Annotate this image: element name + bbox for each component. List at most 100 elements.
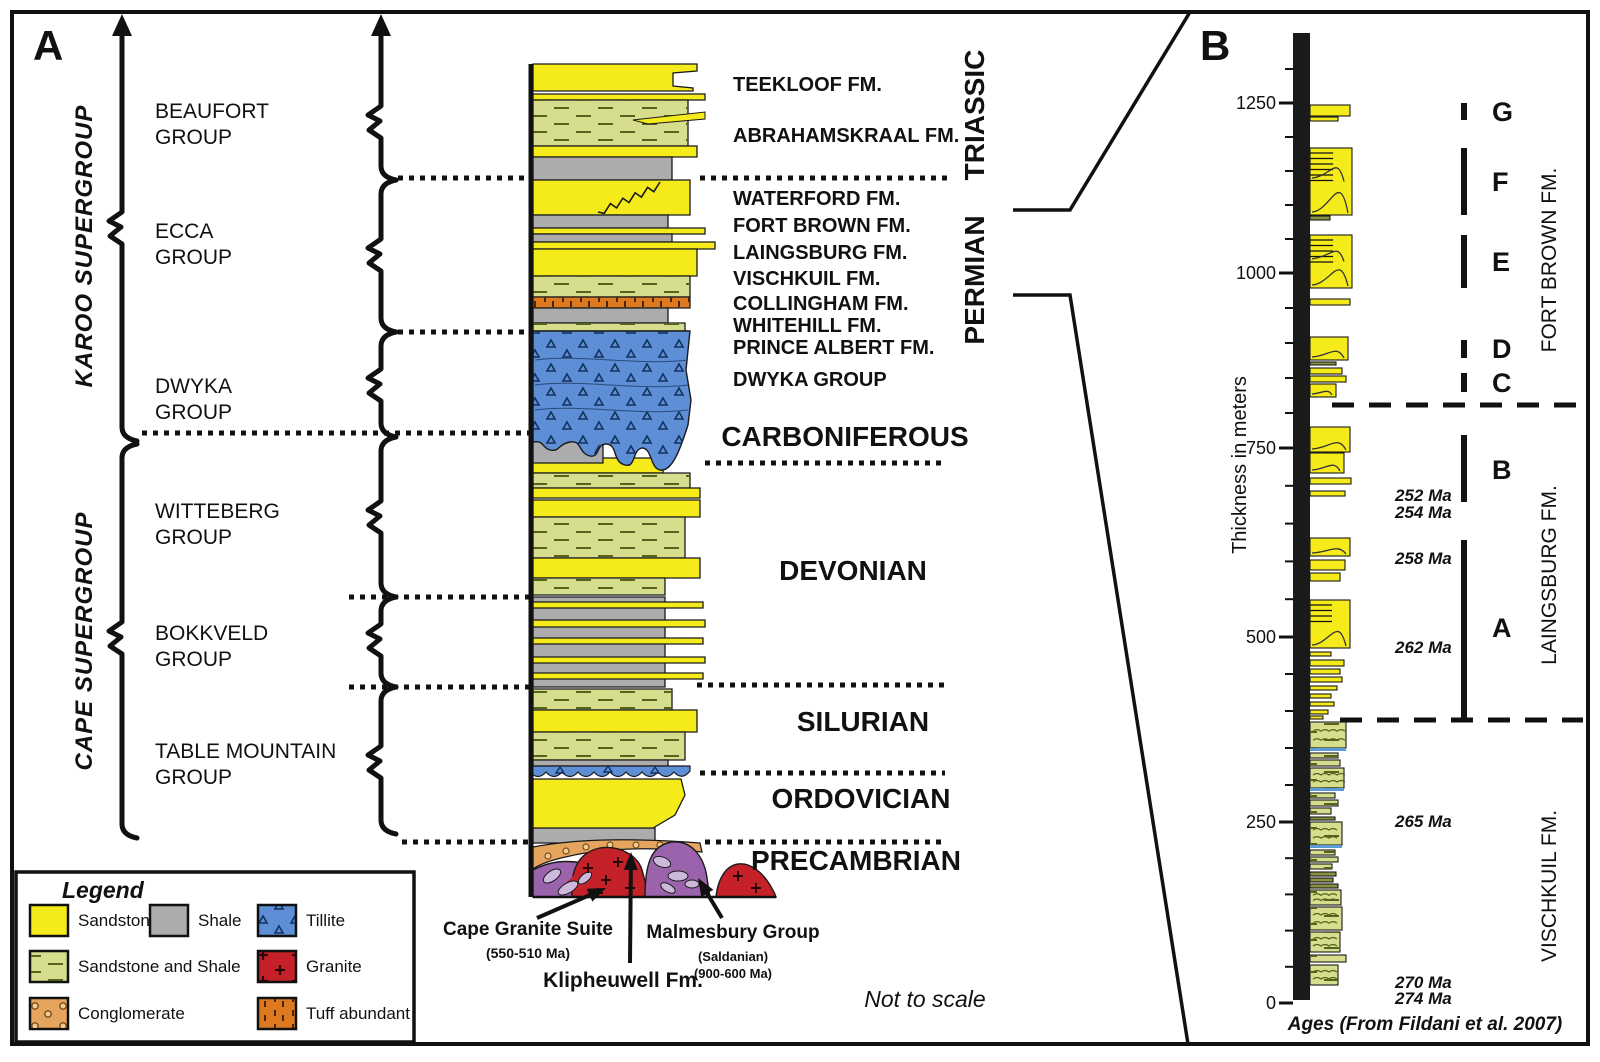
legend-swatch-ss	[28, 903, 70, 938]
contorted-lamination	[1312, 912, 1338, 916]
bed-olive-pattern	[1310, 932, 1340, 952]
group-label: ECCA	[155, 220, 213, 243]
metasediment-blob	[542, 868, 562, 884]
legend-swatch-shale	[148, 903, 190, 938]
supergroup-brace	[106, 441, 140, 841]
layer-shss-pattern	[533, 578, 665, 595]
layer-shss-pattern	[533, 100, 688, 146]
layer-ss	[532, 656, 706, 664]
blue-marker-bed	[1310, 788, 1344, 791]
bed-ss	[1309, 477, 1352, 485]
contorted-lamination	[1312, 898, 1338, 902]
formation-label: FORT BROWN FM.	[733, 215, 911, 237]
group-label: GROUP	[155, 126, 232, 149]
not-to-scale-note: Not to scale	[864, 986, 985, 1012]
bed-ss	[1309, 659, 1345, 667]
lobe-curve	[1311, 548, 1347, 555]
tick-label: 250	[1246, 812, 1276, 832]
bed-olive-pattern	[1310, 768, 1344, 788]
bed-dark	[1309, 877, 1334, 883]
layer-ss	[532, 672, 704, 680]
bed-ss	[1309, 104, 1351, 117]
bed-dark	[1309, 215, 1331, 221]
bed-olive-pattern	[1310, 722, 1346, 748]
tick-label: 500	[1246, 627, 1276, 647]
supergroup-label: KAROO SUPERGROUP	[71, 105, 98, 388]
plus-icon	[613, 857, 623, 867]
legend-item-label: Tuff abundant	[306, 1004, 410, 1023]
bed-ss	[1309, 701, 1335, 707]
formation-label: WATERFORD FM.	[733, 188, 900, 210]
formation-label: DWYKA GROUP	[733, 369, 887, 391]
layer-ss	[532, 637, 704, 645]
layer-ss	[532, 557, 701, 579]
bed-ss	[1309, 599, 1351, 649]
layer-shss-pattern	[533, 732, 685, 760]
pebble-icon	[544, 852, 552, 860]
layer-ss	[532, 63, 698, 92]
supergroup-brace	[106, 43, 140, 444]
bed-ss	[1309, 336, 1349, 361]
legend-item-label: Tillite	[306, 911, 345, 930]
contorted-lamination	[1312, 936, 1338, 940]
lobe-curve	[1311, 167, 1345, 182]
period-label: SILURIAN	[797, 706, 929, 737]
layer-shss-pattern	[533, 689, 672, 710]
legend-swatch-pattern	[259, 906, 295, 935]
bed-ss	[1309, 375, 1347, 383]
formation-label: TEEKLOOF FM.	[733, 74, 882, 96]
dwyka-tillite-pattern	[533, 331, 691, 471]
tick-label: 1000	[1236, 263, 1276, 283]
pebble-icon	[582, 843, 590, 851]
period-label: ORDOVICIAN	[772, 783, 951, 814]
layer-tuff-pattern	[533, 297, 690, 308]
contorted-lamination	[1312, 836, 1338, 839]
age-label: 274 Ma	[1394, 989, 1452, 1008]
layer-shss-pattern	[533, 473, 690, 488]
annotation-arrow	[536, 890, 596, 920]
basement-label: (900-600 Ma)	[694, 966, 772, 981]
period-label: CARBONIFEROUS	[721, 421, 968, 452]
layer-ss	[532, 145, 698, 158]
lobe-curve	[1311, 250, 1345, 262]
metasediment-blob	[667, 870, 689, 882]
arrowhead-icon	[698, 878, 714, 897]
basement-label: Malmesbury Group	[646, 922, 819, 943]
layer-ss	[532, 248, 698, 277]
layer-ss	[532, 601, 704, 609]
age-label: 258 Ma	[1394, 549, 1452, 568]
blue-marker-bed	[1310, 845, 1342, 848]
layer-ss	[532, 93, 706, 101]
waterford-scour-zigzag	[597, 181, 661, 215]
legend-swatch-pattern	[31, 952, 67, 981]
bed-ss	[1309, 537, 1351, 557]
tillite-bedding-line	[534, 407, 689, 413]
annotation-arrow	[628, 863, 633, 964]
group-label: BEAUFORT	[155, 100, 269, 123]
bed-ss	[1309, 147, 1353, 216]
triangle-tick-icon	[649, 765, 661, 774]
age-label: 262 Ma	[1394, 638, 1452, 657]
lobe-curve	[1311, 390, 1333, 396]
unit-letter: E	[1492, 247, 1510, 277]
bed-ss	[1309, 685, 1338, 691]
contorted-lamination	[1312, 976, 1338, 980]
group-brace	[365, 434, 399, 600]
arrowhead-icon	[586, 888, 606, 902]
period-label: TRIASSIC	[959, 50, 990, 181]
bed-olive-pattern	[1310, 760, 1340, 766]
metasediment-blob	[684, 879, 700, 889]
period-label: DEVONIAN	[779, 555, 927, 586]
bed-ss	[1309, 715, 1324, 720]
group-brace	[365, 684, 399, 837]
period-label: PRECAMBRIAN	[751, 845, 961, 876]
bed-olive-pattern	[1310, 890, 1341, 905]
layer-shale	[532, 156, 673, 181]
metasediment-blob	[652, 855, 672, 869]
outer-border	[10, 10, 1590, 1046]
lobe-curve	[1311, 631, 1347, 647]
group-label: GROUP	[155, 648, 232, 671]
bed-olive-pattern	[1310, 822, 1342, 845]
unit-letter: F	[1492, 167, 1509, 197]
